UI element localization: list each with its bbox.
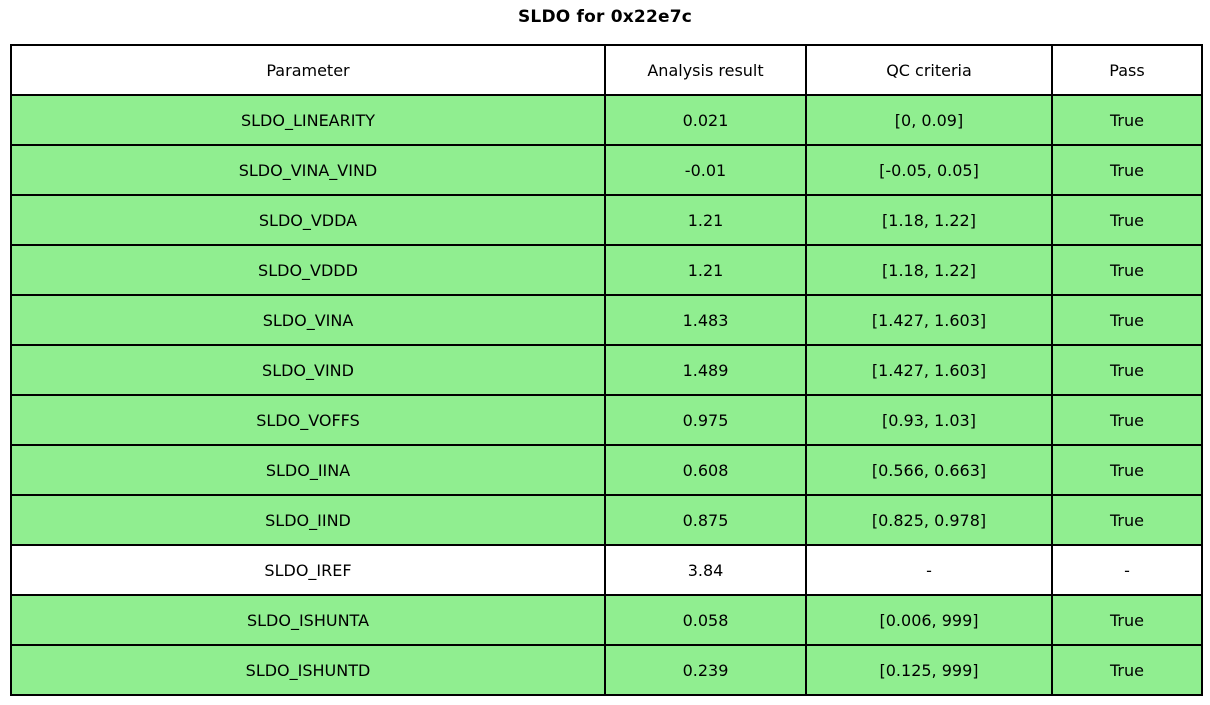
pass-cell: True	[1051, 294, 1203, 346]
column-header: Parameter	[10, 44, 606, 96]
qc-criteria-cell: [-0.05, 0.05]	[805, 144, 1053, 196]
qc-criteria-cell: [0.93, 1.03]	[805, 394, 1053, 446]
pass-cell: True	[1051, 144, 1203, 196]
pass-cell: -	[1051, 544, 1203, 596]
analysis-result-cell: 0.875	[604, 494, 807, 546]
parameter-cell: SLDO_VINA	[10, 294, 606, 346]
analysis-result-cell: 0.021	[604, 94, 807, 146]
pass-cell: True	[1051, 594, 1203, 646]
table-body: SLDO_LINEARITY 0.021 [0, 0.09] True SLDO_VIN…	[10, 94, 1203, 696]
analysis-result-cell: 0.608	[604, 444, 807, 496]
pass-cell: True	[1051, 444, 1203, 496]
parameter-cell: SLDO_VINA_VIND	[10, 144, 606, 196]
analysis-result-cell: 3.84	[604, 544, 807, 596]
qc-criteria-cell: [0.006, 999]	[805, 594, 1053, 646]
parameter-cell: SLDO_VIND	[10, 344, 606, 396]
table-row: SLDO_VOFFS 0.975 [0.93, 1.03] True	[10, 394, 1203, 446]
parameter-cell: SLDO_LINEARITY	[10, 94, 606, 146]
table-row: SLDO_ISHUNTD 0.239 [0.125, 999] True	[10, 644, 1203, 696]
table-row: SLDO_VDDD 1.21 [1.18, 1.22] True	[10, 244, 1203, 296]
table-row: SLDO_VINA 1.483 [1.427, 1.603] True	[10, 294, 1203, 346]
pass-cell: True	[1051, 344, 1203, 396]
analysis-result-cell: 0.975	[604, 394, 807, 446]
table-row: SLDO_IINA 0.608 [0.566, 0.663] True	[10, 444, 1203, 496]
parameter-cell: SLDO_VDDA	[10, 194, 606, 246]
table-row: SLDO_VIND 1.489 [1.427, 1.603] True	[10, 344, 1203, 396]
analysis-result-cell: 0.239	[604, 644, 807, 696]
qc-criteria-cell: -	[805, 544, 1053, 596]
pass-cell: True	[1051, 644, 1203, 696]
table-row: SLDO_VDDA 1.21 [1.18, 1.22] True	[10, 194, 1203, 246]
column-header: Pass	[1051, 44, 1203, 96]
parameter-cell: SLDO_IINA	[10, 444, 606, 496]
analysis-result-cell: -0.01	[604, 144, 807, 196]
qc-criteria-cell: [1.18, 1.22]	[805, 194, 1053, 246]
pass-cell: True	[1051, 244, 1203, 296]
analysis-result-cell: 1.489	[604, 344, 807, 396]
page-title: SLDO for 0x22e7c	[517, 7, 693, 27]
table-row: SLDO_IREF 3.84- -	[10, 544, 1203, 596]
qc-criteria-cell: [1.427, 1.603]	[805, 344, 1053, 396]
parameter-cell: SLDO_VDDD	[10, 244, 606, 296]
qc-criteria-cell: [1.18, 1.22]	[805, 244, 1053, 296]
table-header-row: Parameter Analysis result QC criteria Pass	[10, 44, 1203, 96]
pass-cell: True	[1051, 394, 1203, 446]
table-row: SLDO_ISHUNTA 0.058 [0.006, 999] True	[10, 594, 1203, 646]
analysis-result-cell: 0.058	[604, 594, 807, 646]
qc-criteria-cell: [0.566, 0.663]	[805, 444, 1053, 496]
qc-criteria-cell: [0, 0.09]	[805, 94, 1053, 146]
analysis-result-cell: 1.21	[604, 244, 807, 296]
parameter-cell: SLDO_IREF	[10, 544, 606, 596]
table-row: SLDO_LINEARITY 0.021 [0, 0.09] True	[10, 94, 1203, 146]
parameter-cell: SLDO_ISHUNTD	[10, 644, 606, 696]
pass-cell: True	[1051, 94, 1203, 146]
analysis-result-cell: 1.483	[604, 294, 807, 346]
table-row: SLDO_IIND 0.875 [0.825, 0.978] True	[10, 494, 1203, 546]
qc-table: Parameter Analysis result QC criteria Pass …	[10, 44, 1203, 696]
pass-cell: True	[1051, 194, 1203, 246]
column-header: QC criteria	[805, 44, 1053, 96]
parameter-cell: SLDO_VOFFS	[10, 394, 606, 446]
parameter-cell: SLDO_ISHUNTA	[10, 594, 606, 646]
qc-criteria-cell: [0.825, 0.978]	[805, 494, 1053, 546]
qc-criteria-cell: [1.427, 1.603]	[805, 294, 1053, 346]
column-header: Analysis result	[604, 44, 807, 96]
analysis-result-cell: 1.21	[604, 194, 807, 246]
pass-cell: True	[1051, 494, 1203, 546]
qc-criteria-cell: [0.125, 999]	[805, 644, 1053, 696]
table-row: SLDO_VINA_VIND -0.01 [-0.05, 0.05] True	[10, 144, 1203, 196]
parameter-cell: SLDO_IIND	[10, 494, 606, 546]
